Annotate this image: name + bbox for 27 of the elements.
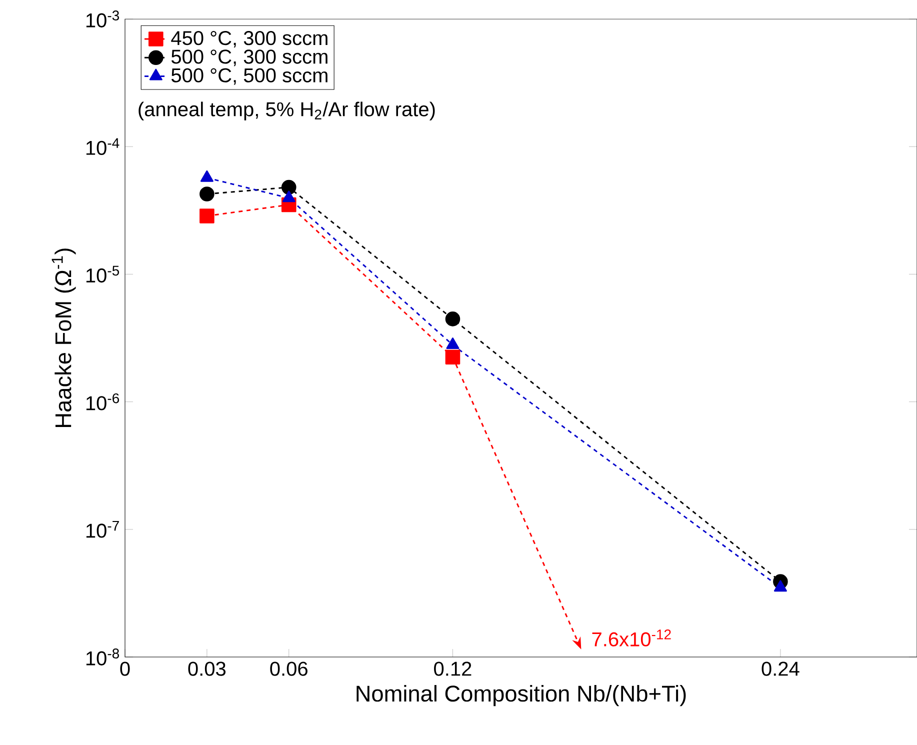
x-tick-label: 0.12 <box>434 662 472 676</box>
y-tick-label: 10$^{-7}$ <box>86 521 119 538</box>
legend-label: 450 °C, 300 sccm <box>171 30 328 48</box>
x-tick-label: 0.06 <box>270 662 308 676</box>
point <box>446 338 460 350</box>
y-tick-label: 10$^{-8}$ <box>86 648 120 666</box>
legend-label: 500 °C, 500 sccm <box>171 68 328 85</box>
point <box>445 312 460 326</box>
point <box>282 190 296 202</box>
y-tick-label: 10$^{-6}$ <box>86 393 120 410</box>
x-tick-label: 0 <box>120 662 130 676</box>
x-axis-title: Nominal Composition Nb/(Nb+Ti) <box>356 685 686 706</box>
annotation: 7.6x10$^{-12}$ <box>592 629 671 646</box>
y-tick-label: 10$^{-4}$ <box>86 138 120 155</box>
point <box>281 180 296 195</box>
x-tick-label: 0.24 <box>762 662 800 676</box>
point <box>774 580 787 592</box>
point <box>200 170 214 182</box>
x-tick-label: 0.03 <box>188 662 226 676</box>
legend-label: 500 °C, 300 sccm <box>171 50 328 66</box>
point <box>200 208 214 224</box>
y-axis-title: Haacke FoM (Ω$^{-1}$) <box>52 248 76 427</box>
y-tick-label: 10$^{-3}$ <box>86 10 120 28</box>
point <box>200 186 214 202</box>
y-tick-label: 10$^{-5}$ <box>86 266 120 283</box>
point <box>445 350 460 365</box>
annotation: (anneal temp, 5% H$_{2}$/Ar flow rate) <box>138 102 435 120</box>
